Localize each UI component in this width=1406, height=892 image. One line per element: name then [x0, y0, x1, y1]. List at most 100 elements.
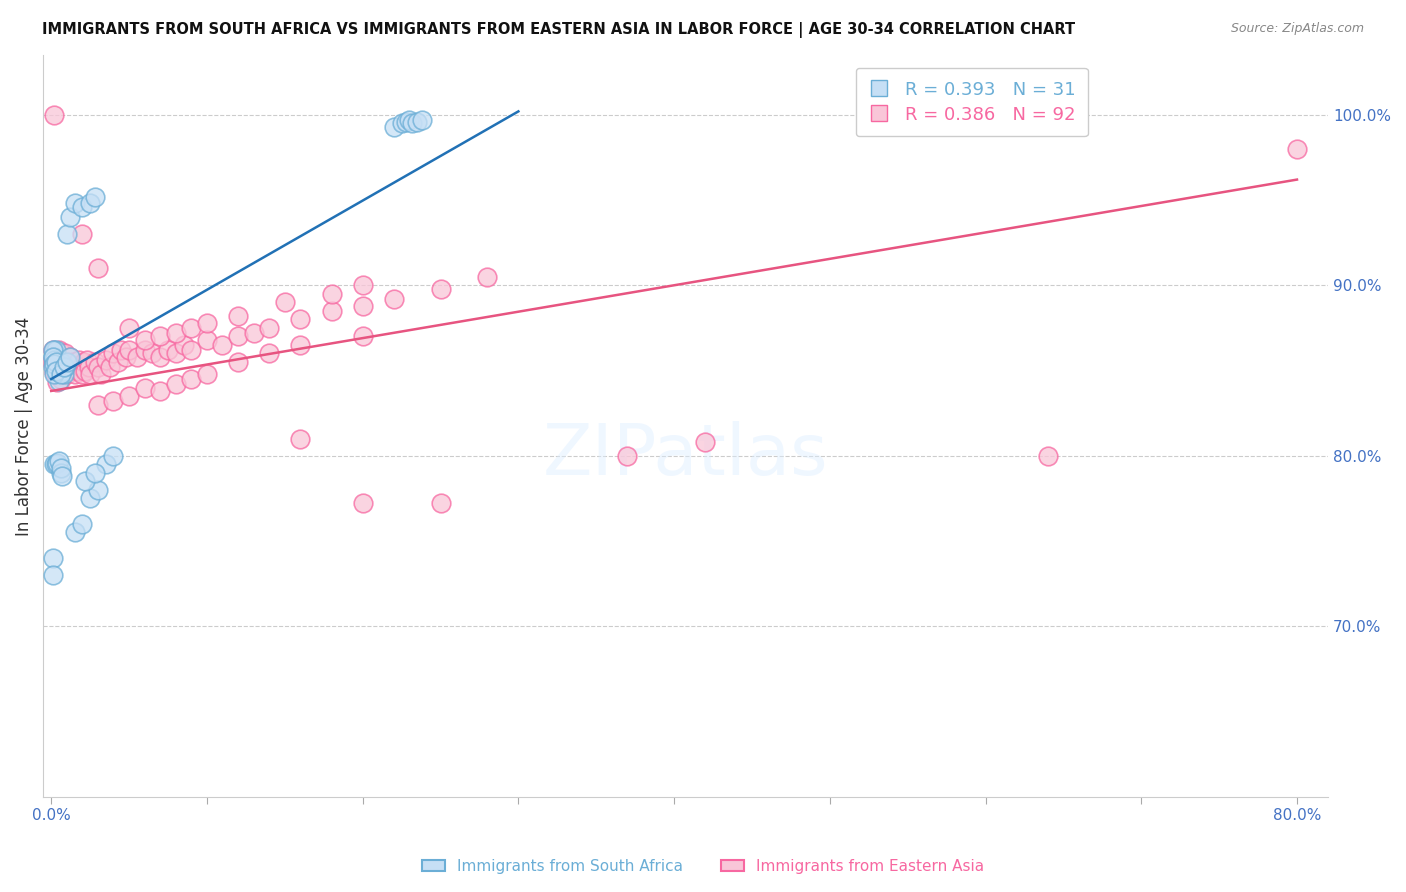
Point — [79, 491, 101, 506]
Point — [73, 355, 96, 369]
Point — [118, 343, 141, 357]
Point — [45, 350, 67, 364]
Point — [290, 432, 312, 446]
Text: Source: ZipAtlas.com: Source: ZipAtlas.com — [1230, 22, 1364, 36]
Y-axis label: In Labor Force | Age 30-34: In Labor Force | Age 30-34 — [15, 317, 32, 535]
Point — [125, 350, 148, 364]
Point — [55, 227, 77, 241]
Point — [49, 355, 72, 369]
Point — [55, 355, 77, 369]
Point — [180, 372, 202, 386]
Point — [42, 568, 65, 582]
Point — [66, 363, 89, 377]
Point — [52, 367, 75, 381]
Point — [46, 360, 69, 375]
Point — [83, 355, 105, 369]
Point — [42, 351, 65, 366]
Point — [45, 343, 67, 357]
Point — [257, 321, 280, 335]
Point — [62, 355, 84, 369]
Point — [94, 353, 117, 368]
Point — [75, 475, 97, 489]
Text: IMMIGRANTS FROM SOUTH AFRICA VS IMMIGRANTS FROM EASTERN ASIA IN LABOR FORCE | AG: IMMIGRANTS FROM SOUTH AFRICA VS IMMIGRAN… — [42, 22, 1076, 38]
Point — [352, 496, 374, 510]
Point — [44, 353, 66, 368]
Point — [391, 116, 413, 130]
Point — [65, 359, 87, 373]
Point — [115, 350, 138, 364]
Point — [118, 389, 141, 403]
Point — [51, 363, 73, 377]
Point — [134, 343, 156, 357]
Point — [165, 346, 187, 360]
Point — [59, 210, 82, 224]
Point — [44, 353, 66, 368]
Point — [52, 360, 75, 375]
Point — [46, 346, 69, 360]
Point — [48, 454, 70, 468]
Point — [87, 360, 110, 375]
Point — [48, 368, 70, 383]
Point — [398, 112, 420, 127]
Point — [118, 321, 141, 335]
Point — [87, 483, 110, 497]
Point — [44, 108, 66, 122]
Point — [49, 460, 72, 475]
Point — [110, 343, 132, 357]
Point — [195, 333, 218, 347]
Point — [46, 376, 69, 390]
Point — [103, 449, 125, 463]
Point — [321, 286, 343, 301]
Point — [149, 329, 172, 343]
Point — [165, 326, 187, 340]
Point — [429, 282, 451, 296]
Point — [72, 227, 94, 241]
Point — [49, 466, 72, 480]
Point — [45, 353, 67, 368]
Point — [77, 360, 100, 375]
Point — [411, 112, 433, 127]
Point — [49, 372, 72, 386]
Text: ZIPatlas: ZIPatlas — [543, 421, 828, 490]
Point — [226, 355, 249, 369]
Point — [72, 367, 94, 381]
Point — [44, 457, 66, 471]
Point — [382, 292, 405, 306]
Point — [45, 350, 67, 364]
Point — [48, 343, 70, 357]
Point — [107, 355, 129, 369]
Point — [79, 367, 101, 381]
Point — [44, 355, 66, 369]
Point — [90, 367, 112, 381]
Point — [51, 346, 73, 360]
Point — [49, 365, 72, 379]
Point — [46, 456, 69, 470]
Point — [44, 343, 66, 357]
Point — [51, 359, 73, 373]
Point — [352, 278, 374, 293]
Point — [352, 329, 374, 343]
Point — [67, 353, 90, 368]
Point — [352, 299, 374, 313]
Point — [103, 394, 125, 409]
Point — [44, 357, 66, 371]
Point — [290, 312, 312, 326]
Point — [51, 469, 73, 483]
Point — [42, 350, 65, 364]
Point — [382, 120, 405, 134]
Point — [44, 365, 66, 379]
Point — [48, 355, 70, 369]
Point — [53, 360, 76, 375]
Point — [59, 350, 82, 364]
Point — [83, 466, 105, 480]
Point — [44, 367, 66, 381]
Point — [72, 200, 94, 214]
Point — [149, 350, 172, 364]
Legend: Immigrants from South Africa, Immigrants from Eastern Asia: Immigrants from South Africa, Immigrants… — [416, 853, 990, 880]
Point — [180, 343, 202, 357]
Point — [226, 329, 249, 343]
Point — [226, 309, 249, 323]
Point — [69, 360, 91, 375]
Point — [83, 189, 105, 203]
Point — [42, 360, 65, 375]
